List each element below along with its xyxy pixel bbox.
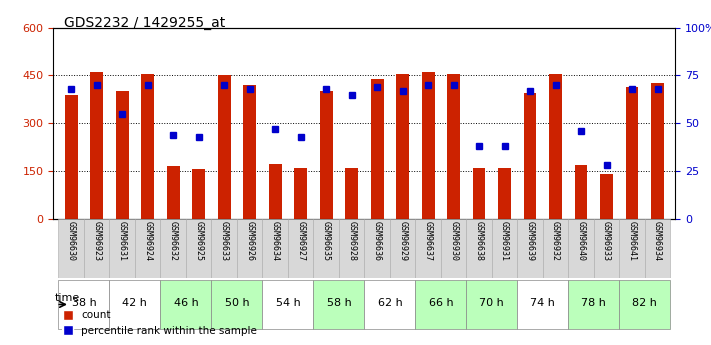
Text: GSM96930: GSM96930 (449, 221, 458, 261)
FancyBboxPatch shape (619, 219, 645, 278)
Text: GSM96932: GSM96932 (551, 221, 560, 261)
Text: GSM96639: GSM96639 (525, 221, 535, 261)
Bar (447, 74, 460, 219)
Bar (269, 164, 282, 219)
Bar (498, 168, 511, 219)
FancyBboxPatch shape (161, 219, 186, 278)
Text: GSM96636: GSM96636 (373, 221, 382, 261)
Bar (396, 74, 409, 219)
Bar (65, 95, 77, 219)
FancyBboxPatch shape (594, 219, 619, 278)
Legend: count, percentile rank within the sample: count, percentile rank within the sample (58, 306, 262, 340)
Bar (549, 74, 562, 219)
Bar (473, 168, 486, 219)
FancyBboxPatch shape (58, 280, 109, 328)
FancyBboxPatch shape (314, 219, 339, 278)
Text: GSM96641: GSM96641 (628, 221, 636, 261)
Bar (626, 87, 638, 219)
Text: GSM96640: GSM96640 (577, 221, 586, 261)
FancyBboxPatch shape (237, 219, 262, 278)
Text: GSM96924: GSM96924 (143, 221, 152, 261)
Text: 66 h: 66 h (429, 298, 453, 308)
Text: GSM96933: GSM96933 (602, 221, 611, 261)
Bar (167, 166, 180, 219)
FancyBboxPatch shape (262, 280, 314, 328)
Bar (346, 168, 358, 219)
FancyBboxPatch shape (364, 280, 415, 328)
Text: 82 h: 82 h (632, 298, 657, 308)
FancyBboxPatch shape (161, 280, 211, 328)
FancyBboxPatch shape (109, 219, 135, 278)
FancyBboxPatch shape (339, 219, 364, 278)
Text: GSM96637: GSM96637 (424, 221, 432, 261)
Text: time: time (55, 293, 80, 303)
Text: GSM96925: GSM96925 (194, 221, 203, 261)
FancyBboxPatch shape (186, 219, 211, 278)
Text: 70 h: 70 h (479, 298, 504, 308)
FancyBboxPatch shape (518, 280, 568, 328)
FancyBboxPatch shape (109, 280, 161, 328)
Text: 62 h: 62 h (378, 298, 402, 308)
Text: GSM96638: GSM96638 (475, 221, 483, 261)
FancyBboxPatch shape (492, 219, 518, 278)
FancyBboxPatch shape (364, 219, 390, 278)
Bar (243, 85, 256, 219)
Text: 54 h: 54 h (276, 298, 300, 308)
Text: GDS2232 / 1429255_at: GDS2232 / 1429255_at (64, 16, 225, 30)
Text: 74 h: 74 h (530, 298, 555, 308)
Text: GSM96630: GSM96630 (67, 221, 75, 261)
Text: GSM96928: GSM96928 (347, 221, 356, 261)
Bar (600, 174, 613, 219)
FancyBboxPatch shape (390, 219, 415, 278)
FancyBboxPatch shape (645, 219, 670, 278)
Text: GSM96927: GSM96927 (296, 221, 305, 261)
FancyBboxPatch shape (135, 219, 161, 278)
Text: GSM96929: GSM96929 (398, 221, 407, 261)
Bar (651, 83, 664, 219)
Text: GSM96926: GSM96926 (245, 221, 254, 261)
Bar (524, 93, 537, 219)
FancyBboxPatch shape (518, 219, 543, 278)
FancyBboxPatch shape (211, 280, 262, 328)
Text: 38 h: 38 h (72, 298, 96, 308)
Text: GSM96634: GSM96634 (271, 221, 279, 261)
Bar (370, 79, 383, 219)
FancyBboxPatch shape (466, 219, 492, 278)
Bar (294, 168, 307, 219)
Text: 50 h: 50 h (225, 298, 250, 308)
Text: GSM96923: GSM96923 (92, 221, 101, 261)
Text: 58 h: 58 h (326, 298, 351, 308)
Text: GSM96631: GSM96631 (117, 221, 127, 261)
FancyBboxPatch shape (262, 219, 288, 278)
Bar (218, 76, 230, 219)
Bar (422, 72, 434, 219)
Bar (141, 74, 154, 219)
Text: 78 h: 78 h (582, 298, 606, 308)
FancyBboxPatch shape (288, 219, 314, 278)
FancyBboxPatch shape (314, 280, 364, 328)
FancyBboxPatch shape (415, 280, 466, 328)
Bar (90, 72, 103, 219)
Bar (574, 165, 587, 219)
Text: 46 h: 46 h (173, 298, 198, 308)
FancyBboxPatch shape (466, 280, 518, 328)
Bar (320, 91, 333, 219)
FancyBboxPatch shape (58, 219, 84, 278)
Text: GSM96635: GSM96635 (321, 221, 331, 261)
Text: GSM96931: GSM96931 (500, 221, 509, 261)
Text: GSM96633: GSM96633 (220, 221, 229, 261)
FancyBboxPatch shape (568, 219, 594, 278)
FancyBboxPatch shape (619, 280, 670, 328)
Text: GSM96632: GSM96632 (169, 221, 178, 261)
FancyBboxPatch shape (415, 219, 441, 278)
FancyBboxPatch shape (84, 219, 109, 278)
Text: 42 h: 42 h (122, 298, 147, 308)
FancyBboxPatch shape (441, 219, 466, 278)
FancyBboxPatch shape (543, 219, 568, 278)
FancyBboxPatch shape (211, 219, 237, 278)
Bar (116, 91, 129, 219)
Text: GSM96934: GSM96934 (653, 221, 662, 261)
FancyBboxPatch shape (568, 280, 619, 328)
Bar (192, 169, 205, 219)
